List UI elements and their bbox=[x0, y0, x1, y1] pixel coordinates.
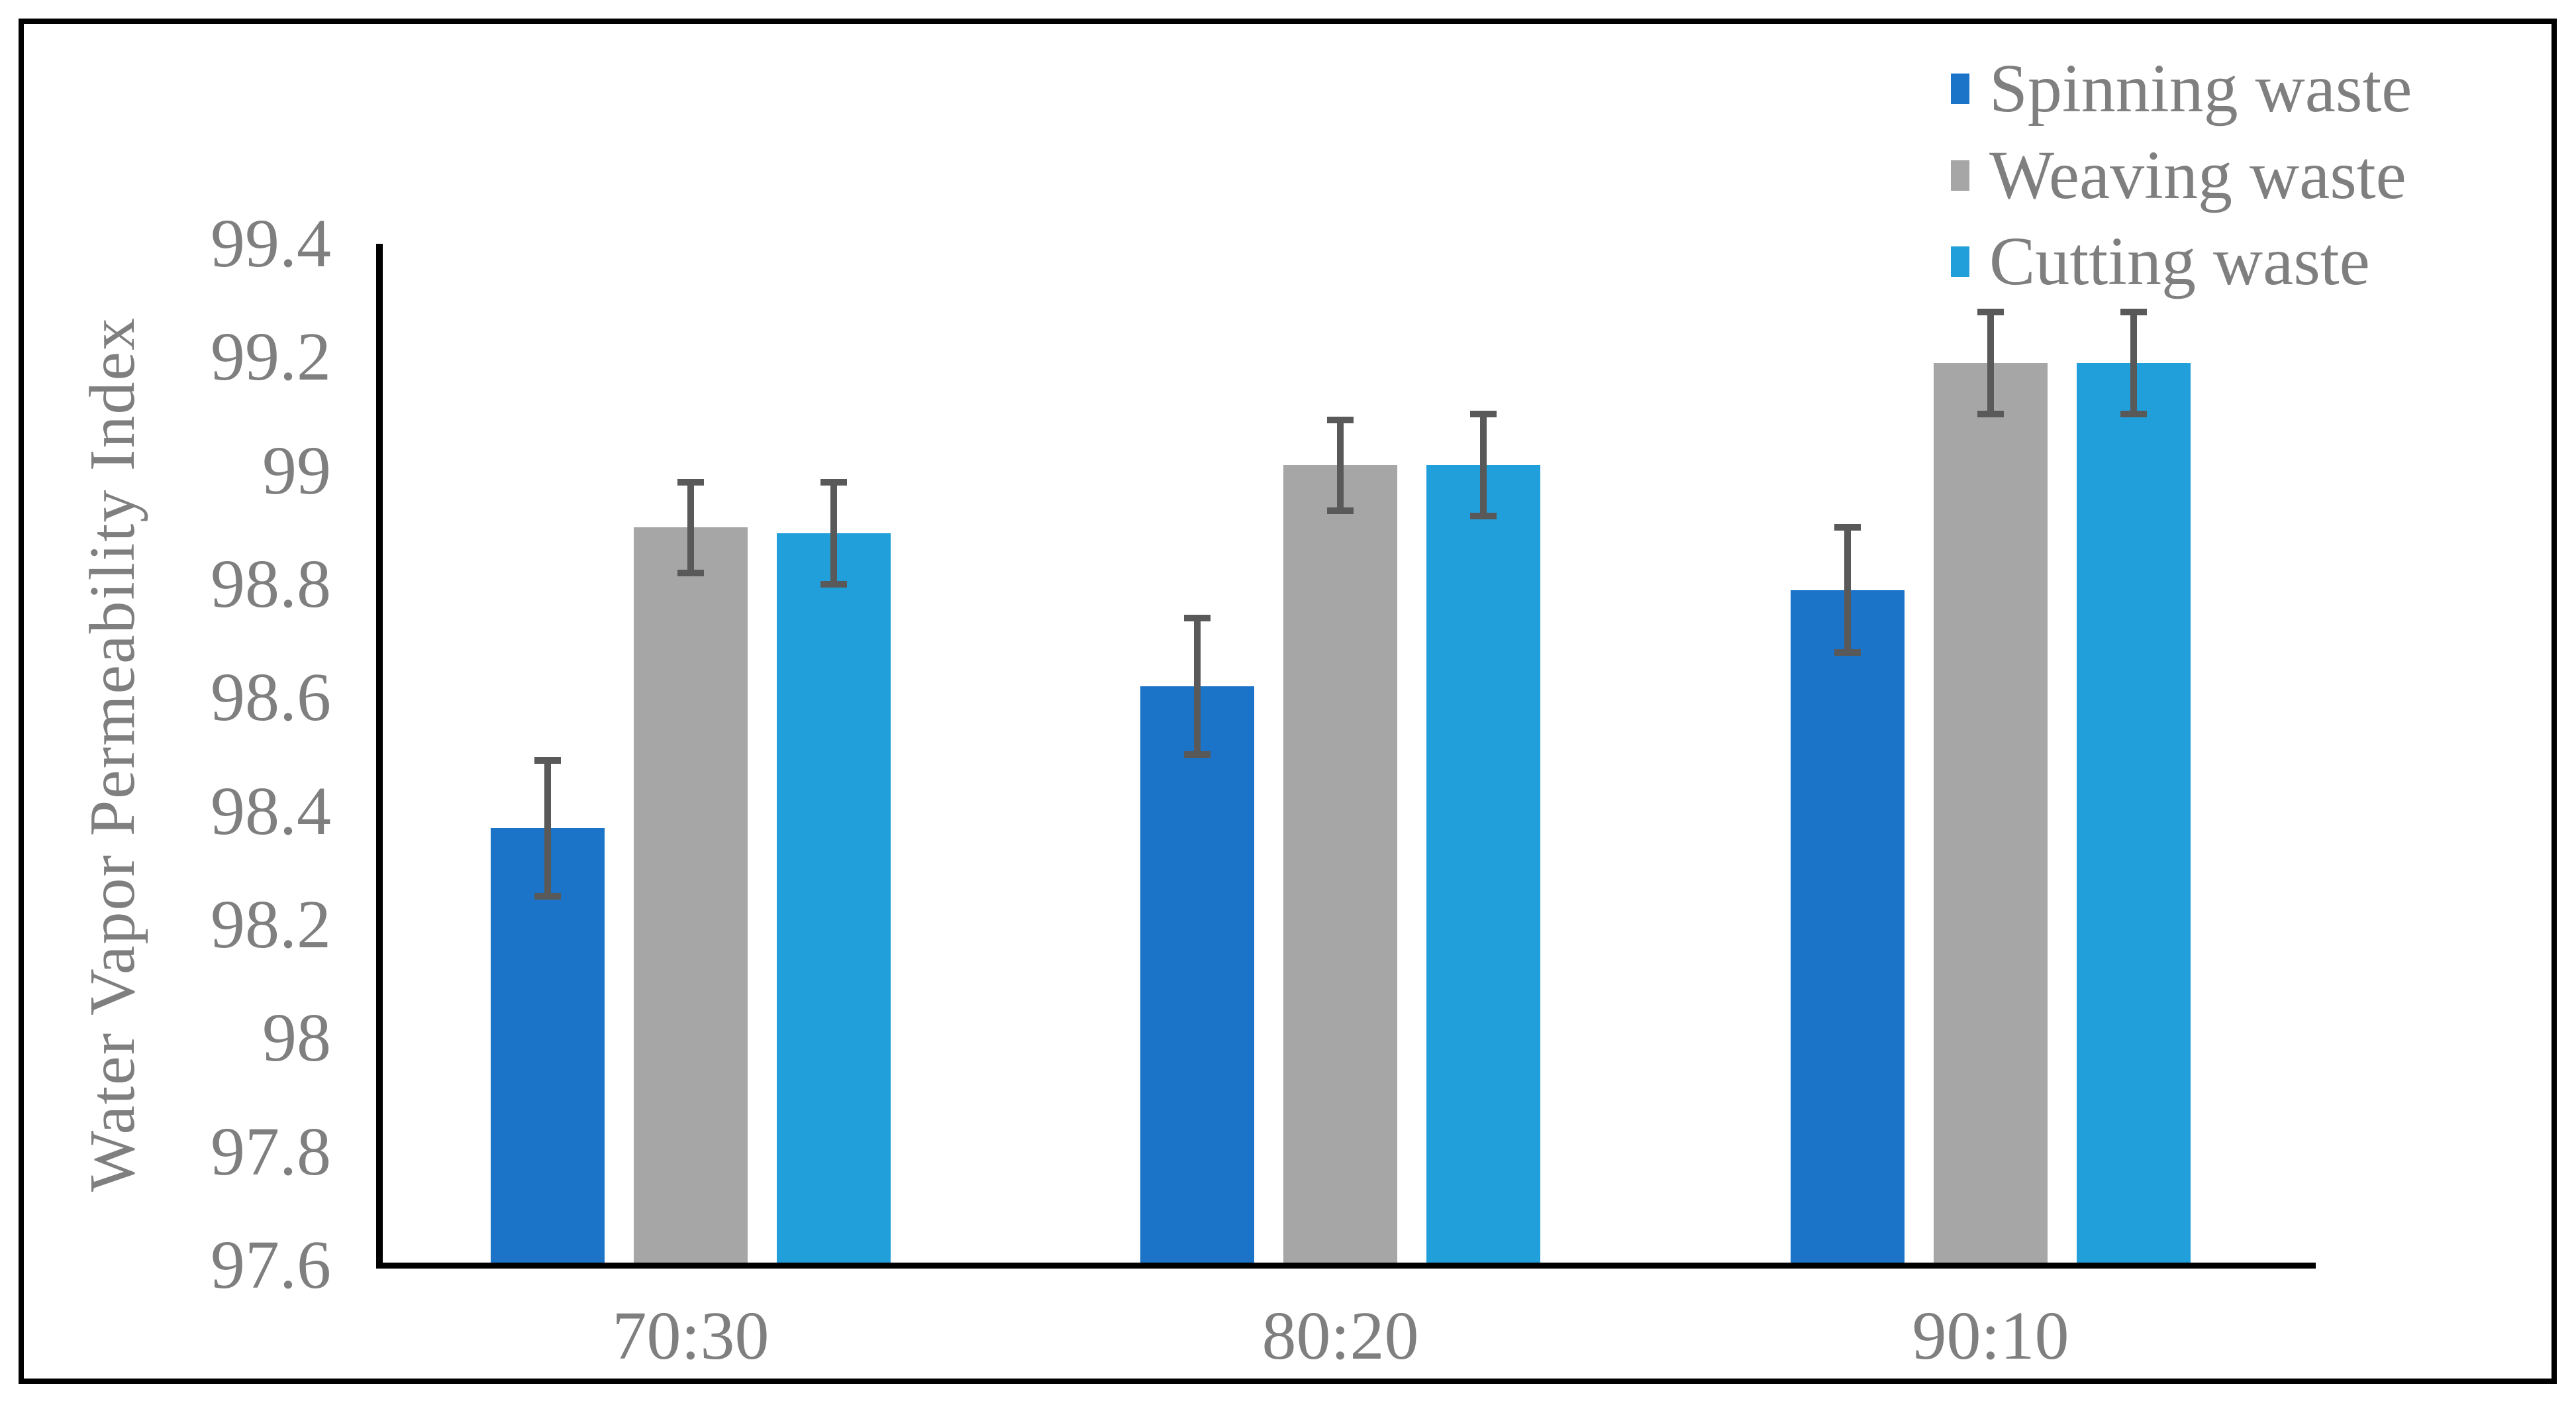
error-bar-cap-bottom-cutting-waste-80-20 bbox=[1470, 513, 1497, 520]
legend-label-weaving-waste: Weaving waste bbox=[1989, 136, 2406, 213]
legend-marker-icon-cutting-waste bbox=[1951, 246, 1969, 277]
bar-cutting-waste-80-20 bbox=[1426, 465, 1540, 1263]
error-bar-cap-top-weaving-waste-90-10 bbox=[1977, 308, 2004, 315]
legend-marker-icon-weaving-waste bbox=[1951, 160, 1969, 191]
error-bar-cap-top-cutting-waste-90-10 bbox=[2120, 308, 2147, 315]
error-bar-line-spinning-waste-80-20 bbox=[1194, 618, 1201, 755]
error-bar-cap-top-spinning-waste-70-30 bbox=[534, 757, 561, 764]
error-bar-cap-bottom-spinning-waste-90-10 bbox=[1834, 649, 1861, 656]
x-axis-line bbox=[376, 1263, 2316, 1269]
legend-marker-icon-spinning-waste bbox=[1951, 74, 1969, 104]
y-tick-label-98: 98 bbox=[262, 1000, 331, 1076]
x-tick-label-80-20: 80:20 bbox=[1262, 1298, 1419, 1374]
legend-item-weaving-waste: Weaving waste bbox=[1951, 138, 2406, 213]
bar-weaving-waste-70-30 bbox=[634, 527, 748, 1263]
error-bar-cap-bottom-cutting-waste-70-30 bbox=[820, 581, 847, 588]
y-axis-line bbox=[376, 244, 383, 1268]
bar-cutting-waste-90-10 bbox=[2077, 362, 2191, 1263]
bar-weaving-waste-80-20 bbox=[1283, 465, 1397, 1263]
error-bar-cap-bottom-weaving-waste-70-30 bbox=[677, 569, 704, 576]
error-bar-line-cutting-waste-70-30 bbox=[830, 482, 837, 584]
y-tick-label-97-8: 97.8 bbox=[211, 1113, 331, 1190]
y-axis-title-wrap: Water Vapor Permeability Index bbox=[66, 244, 159, 1265]
error-bar-cap-bottom-spinning-waste-70-30 bbox=[534, 893, 561, 900]
error-bar-cap-bottom-weaving-waste-80-20 bbox=[1327, 507, 1354, 514]
error-bar-cap-bottom-cutting-waste-90-10 bbox=[2120, 411, 2147, 417]
x-tick-label-90-10: 90:10 bbox=[1912, 1298, 2069, 1374]
legend-label-spinning-waste: Spinning waste bbox=[1989, 50, 2412, 127]
error-bar-cap-top-spinning-waste-80-20 bbox=[1184, 615, 1211, 622]
bar-spinning-waste-90-10 bbox=[1791, 590, 1905, 1263]
y-tick-label-97-6: 97.6 bbox=[211, 1227, 331, 1303]
error-bar-cap-bottom-weaving-waste-90-10 bbox=[1977, 411, 2004, 417]
bar-cutting-waste-70-30 bbox=[777, 533, 891, 1263]
error-bar-cap-top-spinning-waste-90-10 bbox=[1834, 524, 1861, 531]
x-tick-label-70-30: 70:30 bbox=[612, 1298, 769, 1374]
error-bar-line-cutting-waste-80-20 bbox=[1480, 414, 1487, 517]
error-bar-cap-top-cutting-waste-80-20 bbox=[1470, 411, 1497, 417]
error-bar-line-weaving-waste-70-30 bbox=[687, 482, 694, 573]
error-bar-cap-top-weaving-waste-80-20 bbox=[1327, 416, 1354, 423]
y-tick-label-98-4: 98.4 bbox=[211, 772, 331, 849]
y-tick-label-99: 99 bbox=[262, 432, 331, 509]
error-bar-line-weaving-waste-90-10 bbox=[1987, 311, 1994, 414]
bar-spinning-waste-80-20 bbox=[1140, 686, 1254, 1263]
error-bar-line-spinning-waste-70-30 bbox=[544, 760, 551, 897]
error-bar-cap-top-cutting-waste-70-30 bbox=[820, 478, 847, 486]
error-bar-line-spinning-waste-90-10 bbox=[1844, 527, 1851, 652]
y-tick-label-99-4: 99.4 bbox=[211, 205, 331, 282]
y-tick-label-98-6: 98.6 bbox=[211, 659, 331, 736]
bar-weaving-waste-90-10 bbox=[1934, 362, 2048, 1263]
y-tick-label-99-2: 99.2 bbox=[211, 319, 331, 395]
bar-spinning-waste-70-30 bbox=[491, 828, 605, 1263]
error-bar-line-weaving-waste-80-20 bbox=[1337, 419, 1344, 511]
error-bar-cap-bottom-spinning-waste-80-20 bbox=[1184, 751, 1211, 758]
error-bar-line-cutting-waste-90-10 bbox=[2130, 311, 2137, 414]
legend-item-spinning-waste: Spinning waste bbox=[1951, 52, 2412, 126]
error-bar-cap-top-weaving-waste-70-30 bbox=[677, 478, 704, 486]
y-tick-label-98-8: 98.8 bbox=[211, 546, 331, 622]
legend-item-cutting-waste: Cutting waste bbox=[1951, 225, 2370, 299]
y-tick-label-98-2: 98.2 bbox=[211, 886, 331, 963]
legend-label-cutting-waste: Cutting waste bbox=[1989, 223, 2370, 299]
